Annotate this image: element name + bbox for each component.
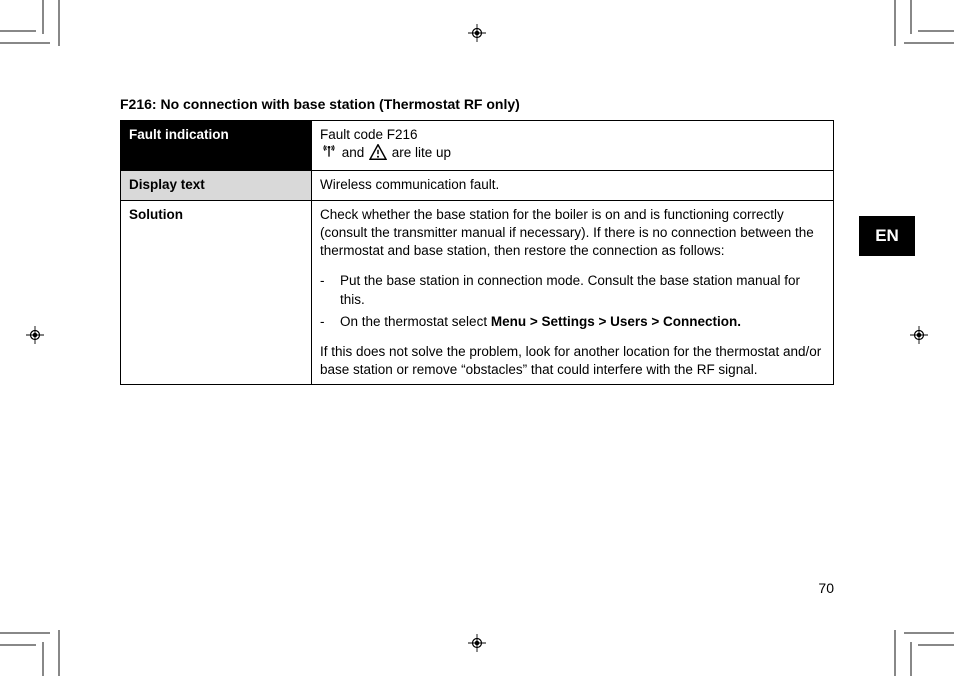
solution-list: Put the base station in connection mode.…: [320, 272, 825, 331]
row-value: Check whether the base station for the b…: [312, 200, 834, 385]
page-number: 70: [818, 580, 834, 596]
registration-icon: [910, 326, 928, 344]
row-label: Solution: [121, 200, 312, 385]
page-content: F216: No connection with base station (T…: [120, 96, 834, 385]
menu-path: Menu > Settings > Users > Connection.: [491, 314, 741, 329]
registration-icon: [468, 634, 486, 652]
language-tab: EN: [859, 216, 915, 256]
crop-mark-tr: [874, 0, 954, 60]
crop-mark-tl: [0, 0, 80, 60]
registration-icon: [26, 326, 44, 344]
table-row: Display text Wireless communication faul…: [121, 171, 834, 200]
crop-mark-bl: [0, 616, 80, 676]
warning-icon: [369, 144, 387, 165]
crop-mark-br: [874, 616, 954, 676]
registration-icon: [468, 24, 486, 42]
text: and: [338, 145, 368, 160]
fault-table: Fault indication Fault code F216 and are…: [120, 120, 834, 385]
solution-para: Check whether the base station for the b…: [320, 206, 825, 261]
table-row: Fault indication Fault code F216 and are…: [121, 121, 834, 171]
wireless-icon: [321, 144, 337, 165]
list-item: On the thermostat select Menu > Settings…: [320, 313, 825, 331]
text: On the thermostat select: [340, 314, 491, 329]
section-heading: F216: No connection with base station (T…: [120, 96, 834, 112]
row-value: Wireless communication fault.: [312, 171, 834, 200]
table-row: Solution Check whether the base station …: [121, 200, 834, 385]
text: are lite up: [388, 145, 451, 160]
row-label: Display text: [121, 171, 312, 200]
fault-code-text: Fault code F216: [320, 127, 418, 142]
row-label: Fault indication: [121, 121, 312, 171]
list-item: Put the base station in connection mode.…: [320, 272, 825, 308]
solution-para: If this does not solve the problem, look…: [320, 343, 825, 379]
row-value: Fault code F216 and are lite up: [312, 121, 834, 171]
